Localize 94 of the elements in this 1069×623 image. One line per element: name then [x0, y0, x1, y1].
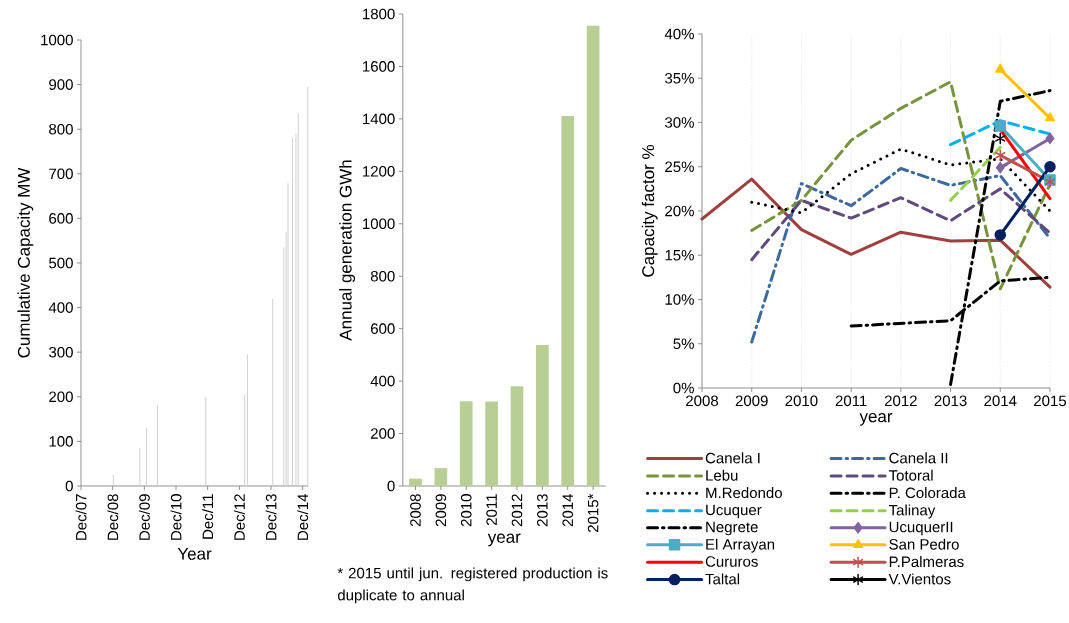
legend-label: Totoral [888, 469, 933, 481]
text: * 2015 until jun. registered production is duplicate to annual [337, 567, 608, 604]
x-tick-label: 2012 [511, 494, 523, 527]
y-tick-label: 1000 [363, 218, 395, 230]
x-tick-label: Dec/09 [138, 494, 150, 540]
x-tick-label: 2008 [686, 395, 719, 407]
point [995, 149, 1006, 161]
x-tick-label: 2014 [984, 395, 1017, 407]
y-axis-title: Cumulative Capacity MW [17, 167, 34, 358]
point [995, 161, 1005, 174]
point [994, 120, 1007, 132]
x-tick-label: 2009 [435, 494, 447, 527]
y-tick-label: 15% [665, 249, 694, 261]
legend-label: Canela I [705, 452, 760, 464]
x-tick-label: 2015* [587, 493, 599, 532]
y-tick-label: 0% [673, 382, 694, 394]
legend-label: San Pedro [889, 538, 959, 550]
y-tick-label: 0 [387, 480, 395, 492]
x-tick-label: 2013 [537, 494, 548, 527]
y-tick-label: 1200 [363, 166, 395, 177]
point [994, 229, 1007, 241]
x-axis-title: year [859, 413, 893, 426]
bar [510, 386, 524, 486]
line-series [750, 187, 1052, 262]
y-tick-label: 1600 [363, 61, 395, 72]
y-tick-label: 800 [49, 123, 73, 135]
x-tick-label: 2012 [884, 395, 917, 407]
line-series [700, 177, 1052, 289]
x-tick-label: Dec/11 [202, 494, 214, 539]
y-tick-label: 600 [371, 323, 395, 334]
y-tick-label: 200 [371, 428, 395, 439]
y-tick-label: 10% [665, 294, 694, 305]
y-tick-label: 1400 [363, 113, 395, 125]
y-tick-label: 200 [49, 391, 73, 403]
y-tick-label: 300 [49, 346, 73, 358]
y-tick-label: 20% [665, 205, 694, 217]
legend-label: El Arrayan [706, 538, 775, 553]
y-tick-label: 400 [370, 375, 395, 387]
y-tick-label: 30% [665, 117, 694, 128]
point [1044, 160, 1056, 173]
y-tick-label: 100 [49, 436, 73, 447]
y-tick-label: 25% [665, 161, 694, 173]
y-tick-label: 1000 [41, 34, 73, 46]
bar [485, 401, 498, 486]
y-tick-label: 800 [370, 270, 395, 282]
x-tick-label: 2011 [835, 395, 867, 407]
y-tick-label: 1800 [363, 8, 395, 20]
x-tick-label: Dec/07 [75, 494, 87, 540]
x-tick-label: 2008 [410, 494, 421, 527]
x-tick-label: 2009 [735, 395, 768, 407]
bar [459, 401, 473, 486]
bar [434, 468, 448, 486]
x-tick-label: Dec/13 [265, 494, 277, 540]
y-axis-title: Annual generation GWh [339, 160, 356, 341]
bar [561, 116, 575, 486]
bar [586, 25, 600, 486]
x-tick-label: 2014 [562, 493, 574, 527]
x-axis-title: year [487, 533, 521, 547]
bar [409, 478, 422, 486]
legend-label: Ucuquer [706, 504, 762, 519]
legend-label: UcuquerII [889, 521, 953, 536]
x-tick-label: 2015 [1034, 395, 1067, 407]
legend-label: M.Redondo [706, 487, 782, 499]
legend-label: Talinay [888, 504, 936, 519]
y-tick-label: 500 [49, 257, 73, 269]
bar [536, 344, 549, 486]
x-tick-label: Dec/14 [297, 493, 309, 540]
point [1045, 132, 1055, 145]
x-axis-title: Year [177, 547, 212, 560]
y-tick-label: 5% [673, 338, 694, 350]
legend-label: Negrete [706, 521, 758, 536]
x-tick-label: 2011 [486, 494, 497, 526]
legend-label: Cururos [705, 556, 758, 567]
point [995, 132, 1006, 145]
y-tick-label: 40% [664, 28, 694, 40]
legend-label: P. Colorada [889, 487, 966, 499]
x-tick-label: Dec/12 [233, 494, 245, 540]
x-tick-label: 2010 [460, 494, 472, 527]
legend-label: Lebu [706, 469, 738, 481]
y-tick-label: 900 [49, 79, 73, 90]
legend-label: Canela II [889, 452, 948, 464]
y-tick-label: 600 [49, 213, 73, 224]
legend-label: Taltal [705, 573, 740, 585]
legend-label: V.Vientos [888, 573, 951, 585]
x-tick-label: Dec/08 [107, 494, 119, 540]
x-tick-label: 2013 [934, 395, 967, 407]
y-tick-label: 700 [49, 168, 73, 180]
y-tick-label: 0 [65, 480, 73, 492]
x-tick-label: Dec/10 [170, 494, 182, 540]
x-tick-label: 2010 [785, 395, 818, 407]
y-tick-label: 35% [665, 72, 694, 84]
legend-label: P.Palmeras [889, 556, 964, 568]
y-tick-label: 400 [48, 302, 73, 313]
y-axis-title: Capacity factor % [641, 145, 658, 277]
